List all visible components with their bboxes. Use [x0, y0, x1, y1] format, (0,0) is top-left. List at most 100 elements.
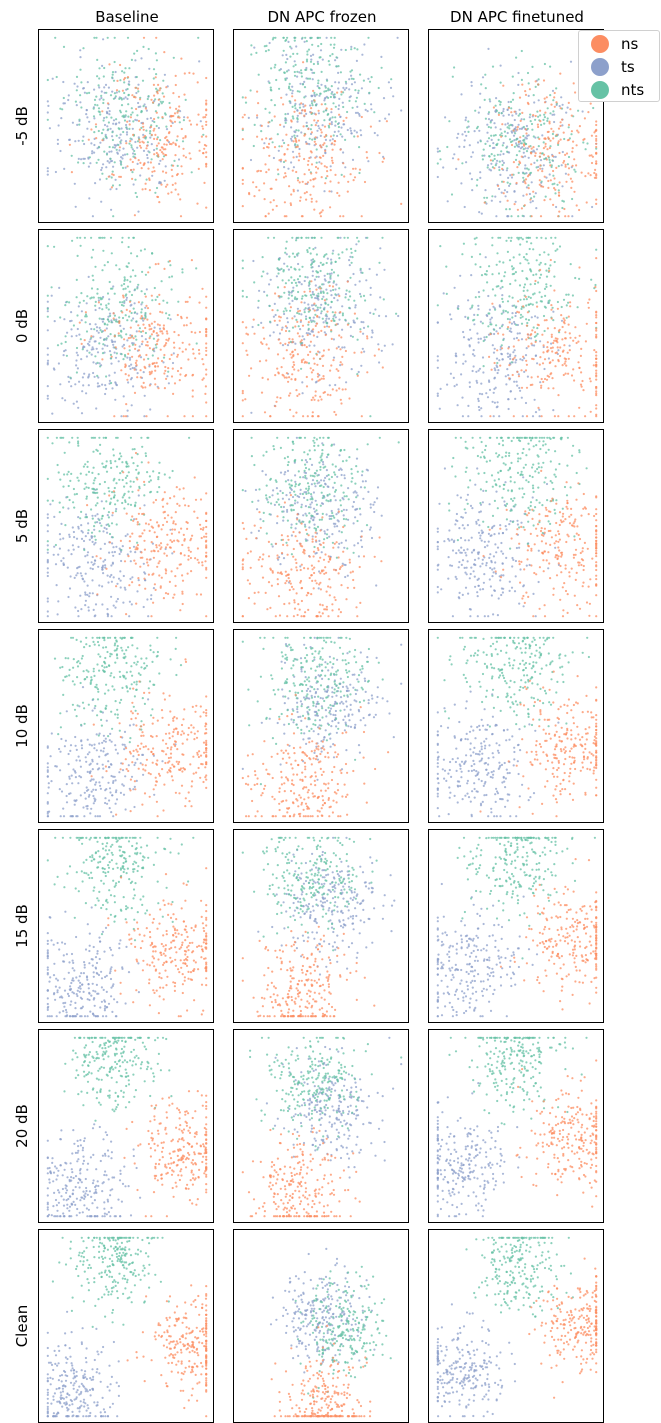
data-point-nts — [128, 128, 130, 130]
data-point-nts — [76, 347, 78, 349]
data-point-nts — [92, 249, 94, 251]
data-point-ns — [184, 1114, 186, 1116]
data-point-ts — [72, 980, 74, 982]
data-point-ts — [338, 130, 340, 132]
data-point-ns — [152, 955, 154, 957]
data-point-nts — [116, 1256, 118, 1258]
data-point-ts — [73, 1177, 75, 1179]
data-point-ts — [60, 1195, 62, 1197]
data-point-ns — [159, 995, 161, 997]
data-point-nts — [101, 132, 103, 134]
data-point-ts — [71, 991, 73, 993]
data-point-nts — [177, 301, 179, 303]
data-point-nts — [86, 466, 88, 468]
data-point-nts — [70, 1241, 72, 1243]
data-point-nts — [81, 843, 83, 845]
data-point-ns — [187, 978, 189, 980]
data-point-ns — [133, 750, 135, 752]
data-point-nts — [132, 871, 134, 873]
data-point-ts — [82, 1191, 84, 1193]
data-point-ns — [194, 1351, 196, 1353]
data-point-nts — [101, 1242, 103, 1244]
data-point-ts — [81, 1383, 83, 1385]
data-point-ns — [137, 88, 139, 90]
data-point-ts — [97, 768, 99, 770]
data-point-nts — [96, 162, 98, 164]
data-point-ns — [122, 90, 124, 92]
data-point-ns — [185, 950, 187, 952]
data-point-ts — [325, 139, 327, 141]
data-point-ts — [101, 742, 103, 744]
data-point-nts — [86, 92, 88, 94]
data-point-ts — [173, 352, 175, 354]
data-point-nts — [109, 1271, 111, 1273]
data-point-ts — [102, 1015, 104, 1017]
data-point-ts — [69, 536, 71, 538]
data-point-ts — [110, 150, 112, 152]
data-point-ns — [108, 494, 110, 496]
data-point-nts — [59, 667, 61, 669]
data-point-ns — [191, 331, 193, 333]
data-point-nts — [115, 1040, 117, 1042]
data-point-ns — [178, 505, 180, 507]
data-point-ts — [52, 1180, 54, 1182]
data-point-nts — [153, 651, 155, 653]
data-point-nts — [85, 837, 87, 839]
data-point-nts — [123, 81, 125, 83]
data-point-ns — [149, 936, 151, 938]
data-point-ts — [47, 329, 49, 331]
data-point-nts — [124, 276, 126, 278]
data-point-nts — [99, 530, 101, 532]
data-point-nts — [107, 128, 109, 130]
data-point-ns — [186, 931, 188, 933]
data-point-nts — [117, 144, 119, 146]
data-point-ts — [73, 1369, 75, 1371]
data-point-ts — [92, 760, 94, 762]
data-point-nts — [110, 462, 112, 464]
data-point-ns — [191, 942, 193, 944]
data-point-ts — [47, 1194, 49, 1196]
data-point-nts — [123, 1275, 125, 1277]
data-point-nts — [135, 339, 137, 341]
data-point-nts — [122, 1324, 124, 1326]
data-point-ts — [47, 360, 49, 362]
data-point-nts — [98, 473, 100, 475]
data-point-ts — [110, 209, 112, 211]
data-point-ns — [179, 1341, 181, 1343]
data-point-ns — [186, 1348, 188, 1350]
data-point-ns — [146, 927, 148, 929]
data-point-nts — [105, 837, 107, 839]
data-point-ts — [124, 744, 126, 746]
data-point-ts — [47, 1202, 49, 1204]
data-point-nts — [126, 1268, 128, 1270]
data-point-ts — [47, 972, 49, 974]
data-point-ns — [205, 114, 207, 116]
data-point-ns — [164, 517, 166, 519]
data-point-nts — [77, 445, 79, 447]
data-point-nts — [59, 108, 61, 110]
data-point-ns — [197, 968, 199, 970]
data-point-ns — [188, 945, 190, 947]
data-point-nts — [119, 1258, 121, 1260]
data-point-nts — [134, 695, 136, 697]
data-point-nts — [98, 130, 100, 132]
data-point-ns — [177, 135, 179, 137]
data-point-ts — [75, 206, 77, 208]
data-point-ts — [97, 1015, 99, 1017]
data-point-ns — [161, 528, 163, 530]
data-point-ns — [183, 324, 185, 326]
data-point-ns — [114, 970, 116, 972]
data-point-nts — [129, 291, 131, 293]
data-point-ns — [201, 561, 203, 563]
data-point-ns — [201, 916, 203, 918]
data-point-ns — [174, 1346, 176, 1348]
data-point-ns — [146, 341, 148, 343]
data-point-ts — [147, 615, 149, 617]
data-point-ts — [47, 398, 49, 400]
data-point-nts — [70, 1257, 72, 1259]
data-point-nts — [81, 870, 83, 872]
series-ts — [47, 276, 175, 418]
data-point-nts — [114, 1054, 116, 1056]
data-point-ts — [63, 350, 65, 352]
data-point-ts — [126, 131, 128, 133]
